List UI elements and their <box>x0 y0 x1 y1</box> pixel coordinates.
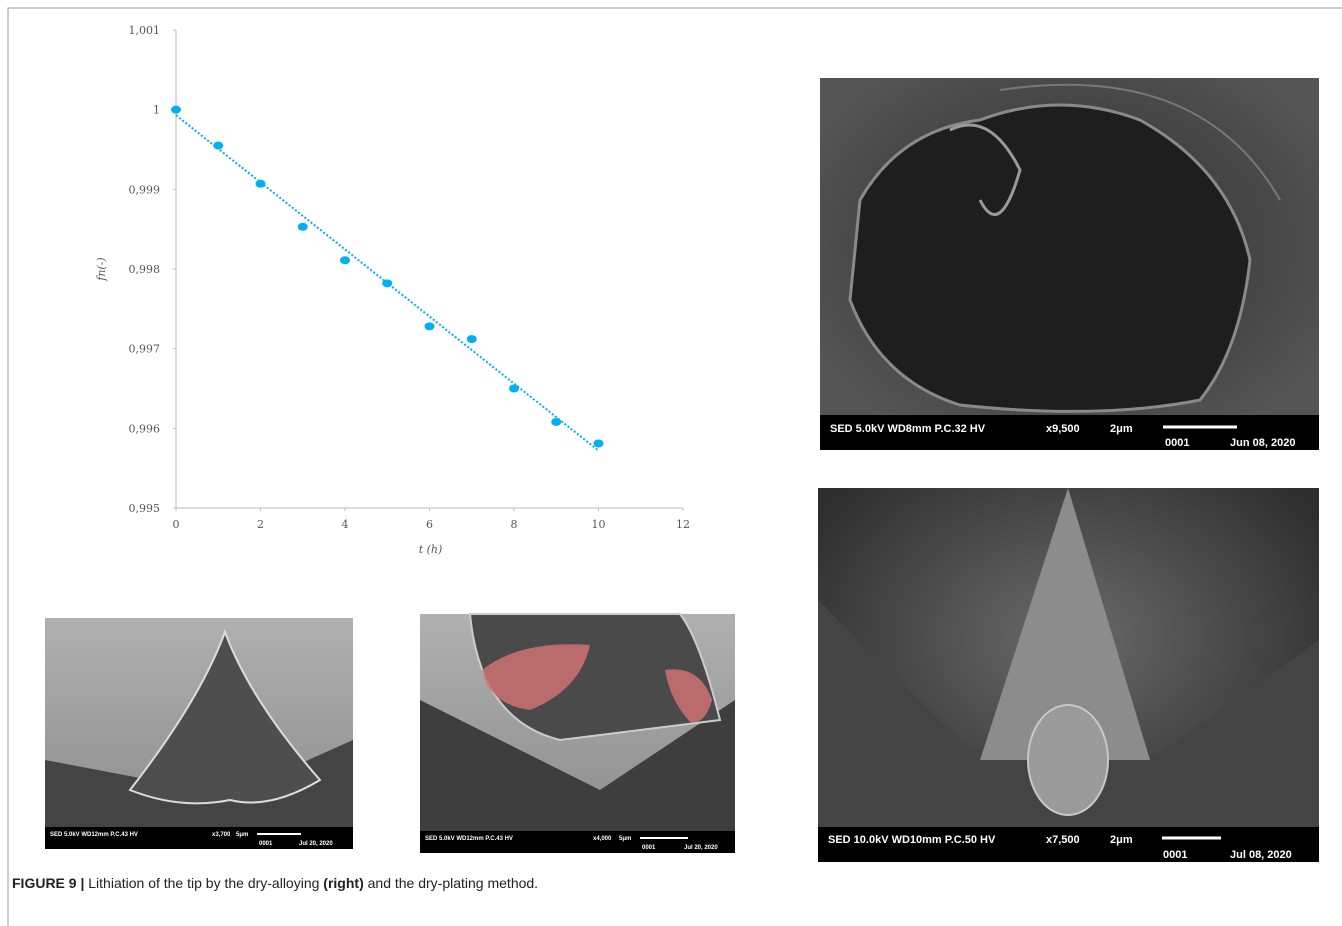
caption: FIGURE 9 | Lithiation of the tip by the … <box>12 875 538 891</box>
sem-date: Jun 08, 2020 <box>1230 437 1295 449</box>
y-tick-label: 1,001 <box>129 24 161 37</box>
data-point <box>424 322 435 331</box>
sem-info: SED 5.0kV WD8mm P.C.32 HV <box>830 423 986 435</box>
sem-image <box>820 78 1319 450</box>
sem-id: 0001 <box>1165 437 1189 449</box>
sem-image <box>45 618 353 849</box>
y-tick-label: 0,997 <box>129 343 161 356</box>
x-tick-label: 10 <box>592 518 606 531</box>
y-tick-label: 0,995 <box>129 502 161 515</box>
sem-id: 0001 <box>259 841 273 847</box>
x-tick-label: 8 <box>511 518 518 531</box>
sem-date: Jul 20, 2020 <box>684 845 718 851</box>
x-tick-label: 0 <box>173 518 180 531</box>
data-point <box>255 179 266 188</box>
chart: 0,995 0,996 0,997 0,998 0,999 1 1,001 0 2 4 6 8 10 12… <box>95 24 690 556</box>
sem-magnification: x4,000 <box>593 836 612 842</box>
sem-scale: 2μm <box>1110 834 1133 846</box>
sem-info: SED 5.0kV WD12mm P.C.43 HV <box>50 832 138 838</box>
x-tick-label: 6 <box>426 518 433 531</box>
x-axis-label: t (h) <box>419 543 443 556</box>
y-tick-label: 0,996 <box>129 422 161 435</box>
sem-image <box>420 613 735 853</box>
data-point <box>297 222 308 231</box>
sem-magnification: x9,500 <box>1046 423 1080 435</box>
frame <box>7 7 1342 926</box>
caption-bold: (right) <box>323 875 363 891</box>
data-point <box>382 279 393 288</box>
data-point <box>509 384 519 393</box>
data-point <box>466 335 477 344</box>
sem-id: 0001 <box>1163 849 1187 861</box>
sem-image <box>818 488 1319 862</box>
data-point <box>551 417 562 426</box>
data-point <box>340 256 350 265</box>
y-tick-label: 1 <box>153 104 160 117</box>
sem-date: Jul 20, 2020 <box>299 841 333 847</box>
y-axis-label: fn(-) <box>95 257 108 281</box>
data-point <box>171 105 181 114</box>
sem-info: SED 5.0kV WD12mm P.C.43 HV <box>425 836 513 842</box>
sem-scale: 5μm <box>619 836 631 842</box>
data-point <box>593 439 604 448</box>
data-point <box>213 141 224 150</box>
caption-text: Lithiation of the tip by the dry-alloyin… <box>84 875 323 891</box>
sem-id: 0001 <box>642 845 656 851</box>
x-tick-label: 2 <box>257 518 264 531</box>
sem-scale: 2μm <box>1110 423 1133 435</box>
y-tick-label: 0,999 <box>129 183 161 196</box>
y-tick-label: 0,998 <box>129 263 161 276</box>
x-tick-label: 4 <box>342 518 349 531</box>
sem-magnification: x3,700 <box>212 832 231 838</box>
x-tick-label: 12 <box>676 518 690 531</box>
caption-label: FIGURE 9 | <box>12 875 84 891</box>
sem-info: SED 10.0kV WD10mm P.C.50 HV <box>828 834 996 846</box>
sem-magnification: x7,500 <box>1046 834 1080 846</box>
sem-date: Jul 08, 2020 <box>1230 849 1292 861</box>
caption-text: and the dry-plating method. <box>364 875 538 891</box>
sem-scale: 5μm <box>236 832 248 838</box>
